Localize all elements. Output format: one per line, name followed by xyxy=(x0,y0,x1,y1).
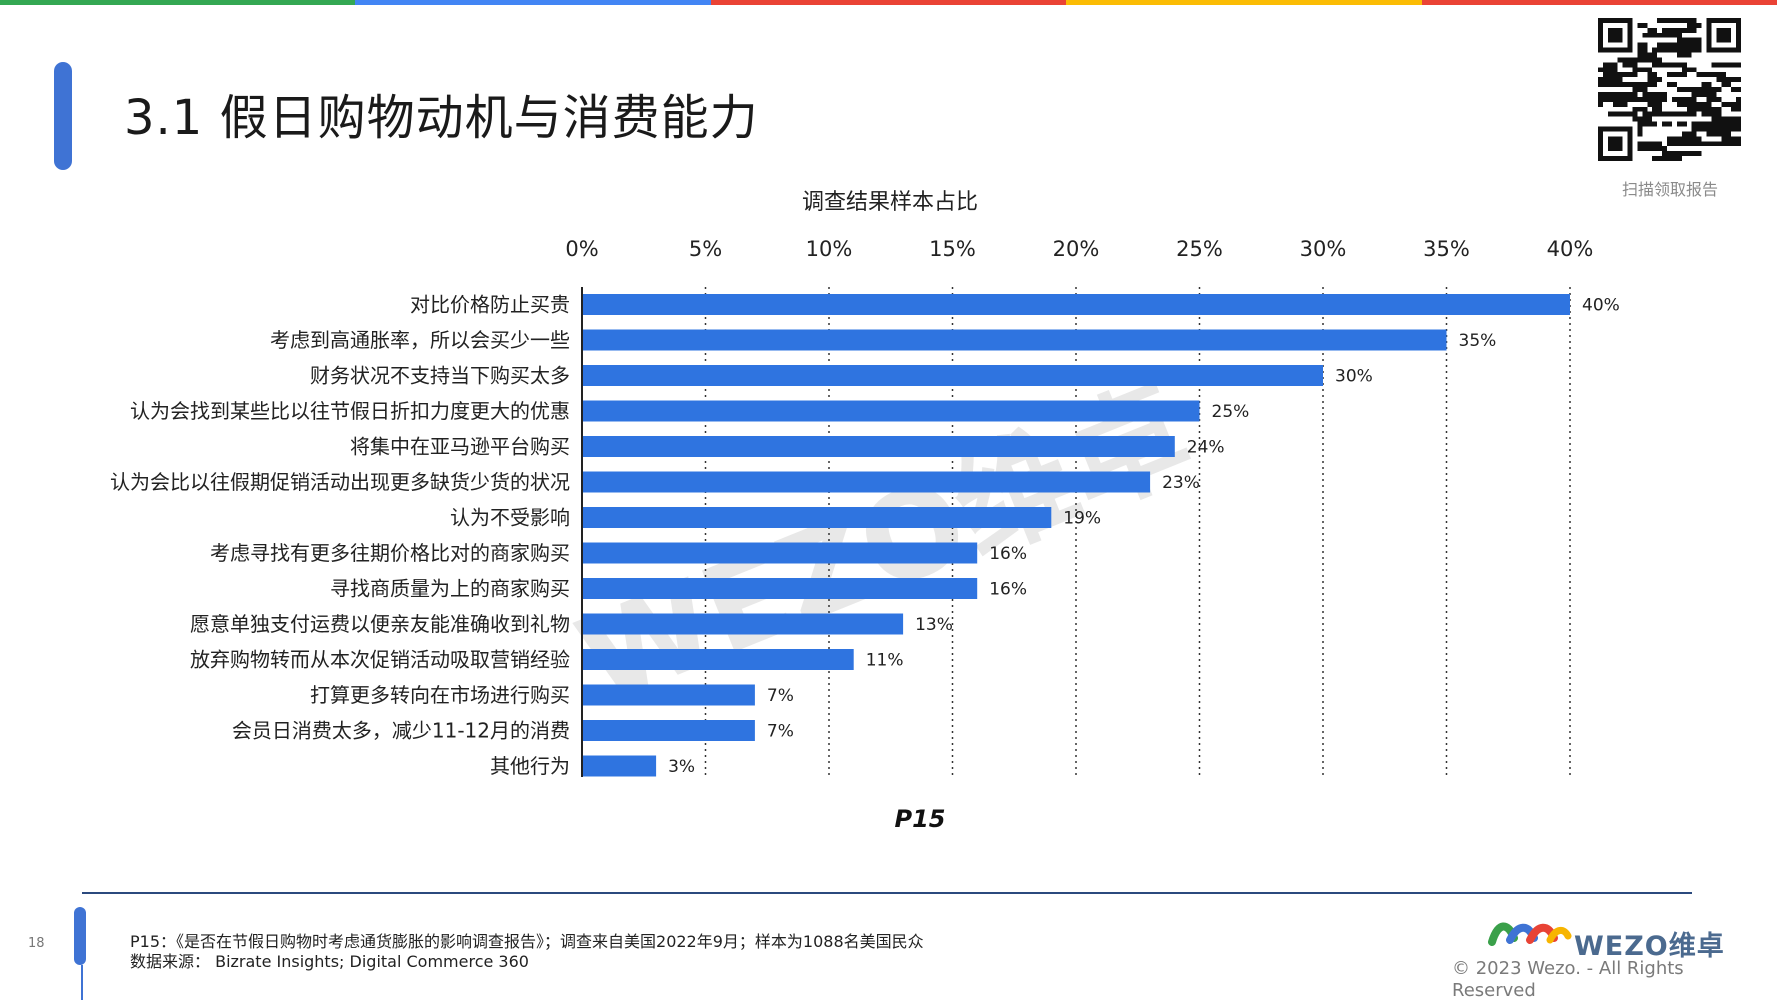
bar xyxy=(582,471,1151,493)
top-color-stripe xyxy=(0,0,1777,5)
page-title: 3.1 假日购物动机与消费能力 xyxy=(124,90,759,146)
survey-note: P15：《是否在节假日购物时考虑通货膨胀的影响调查报告》；调查来自美国2022年… xyxy=(130,932,924,951)
qr-code-icon[interactable] xyxy=(1598,18,1741,161)
bar xyxy=(582,294,1570,315)
brand-name: WEZO维卓 xyxy=(1574,931,1725,962)
bar xyxy=(582,400,1200,422)
x-tick-label: 0% xyxy=(565,237,598,261)
x-tick-label: 10% xyxy=(806,237,853,261)
bar xyxy=(582,436,1175,457)
x-tick-label: 25% xyxy=(1176,237,1223,261)
x-tick-label: 40% xyxy=(1547,237,1594,261)
bar-chart: 调查结果样本占比 WEZO维卓 0%5%10%15%20%25%30%35%40… xyxy=(110,190,1620,778)
bar xyxy=(582,365,1323,386)
stripe-segment xyxy=(1421,0,1777,5)
value-label: 7% xyxy=(767,686,794,706)
page-number: 18 xyxy=(28,936,45,951)
data-source: 数据来源： Bizrate Insights; Digital Commerce… xyxy=(130,952,529,971)
x-tick-label: 30% xyxy=(1300,237,1347,261)
category-label: 会员日消费太多，减少11-12月的消费 xyxy=(232,719,570,743)
category-label: 放弃购物转而从本次促销活动吸取营销经验 xyxy=(190,648,570,672)
category-label: 考虑寻找有更多往期价格比对的商家购买 xyxy=(210,541,570,565)
footer-accent-line xyxy=(81,965,83,1000)
value-label: 24% xyxy=(1187,438,1225,458)
value-label: 25% xyxy=(1212,402,1250,422)
x-tick-label: 35% xyxy=(1423,237,1470,261)
bar xyxy=(582,507,1052,528)
bar xyxy=(582,755,657,777)
category-label: 愿意单独支付运费以便亲友能准确收到礼物 xyxy=(190,612,570,636)
figure-label: P15 xyxy=(894,805,946,833)
x-tick-label: 15% xyxy=(929,237,976,261)
category-label: 认为会找到某些比以往节假日折扣力度更大的优惠 xyxy=(130,399,570,423)
value-label: 11% xyxy=(866,651,904,671)
category-label: 认为会比以往假期促销活动出现更多缺货少货的状况 xyxy=(110,470,570,494)
value-label: 35% xyxy=(1459,331,1497,351)
x-tick-label: 5% xyxy=(689,237,722,261)
category-label: 将集中在亚马逊平台购买 xyxy=(350,435,570,459)
category-label: 寻找商质量为上的商家购买 xyxy=(330,577,570,601)
category-label: 财务状况不支持当下购买太多 xyxy=(310,364,570,388)
stripe-segment xyxy=(355,0,711,5)
bar xyxy=(582,329,1447,351)
bar xyxy=(582,720,755,741)
category-label: 其他行为 xyxy=(490,754,570,778)
footer-divider xyxy=(82,892,1692,894)
category-label: 考虑到高通胀率，所以会买少一些 xyxy=(270,328,570,352)
bar xyxy=(582,684,755,706)
bar xyxy=(582,542,978,564)
value-label: 3% xyxy=(668,757,695,777)
value-label: 40% xyxy=(1582,296,1620,316)
copyright: © 2023 Wezo. - All Rights Reserved xyxy=(1452,958,1684,1001)
value-label: 16% xyxy=(989,544,1027,564)
category-label: 认为不受影响 xyxy=(450,506,570,530)
category-label: 打算更多转向在市场进行购买 xyxy=(310,683,570,707)
footer-accent-bar xyxy=(74,907,86,965)
category-label: 对比价格防止买贵 xyxy=(410,293,570,317)
stripe-segment xyxy=(0,0,356,5)
stripe-segment xyxy=(1066,0,1422,5)
qr-caption: 扫描领取报告 xyxy=(1621,180,1718,199)
value-label: 23% xyxy=(1162,473,1200,493)
bar xyxy=(582,649,854,670)
chart-title: 调查结果样本占比 xyxy=(802,190,978,215)
bar xyxy=(582,578,978,599)
value-label: 30% xyxy=(1335,367,1373,387)
stripe-segment xyxy=(710,0,1067,5)
bar xyxy=(582,613,904,635)
x-tick-label: 20% xyxy=(1053,237,1100,261)
value-label: 7% xyxy=(767,722,794,742)
value-label: 19% xyxy=(1063,509,1101,529)
value-label: 16% xyxy=(989,580,1027,600)
value-label: 13% xyxy=(915,615,953,635)
wezo-logo-icon xyxy=(1488,922,1572,946)
title-accent-bar xyxy=(54,62,72,170)
